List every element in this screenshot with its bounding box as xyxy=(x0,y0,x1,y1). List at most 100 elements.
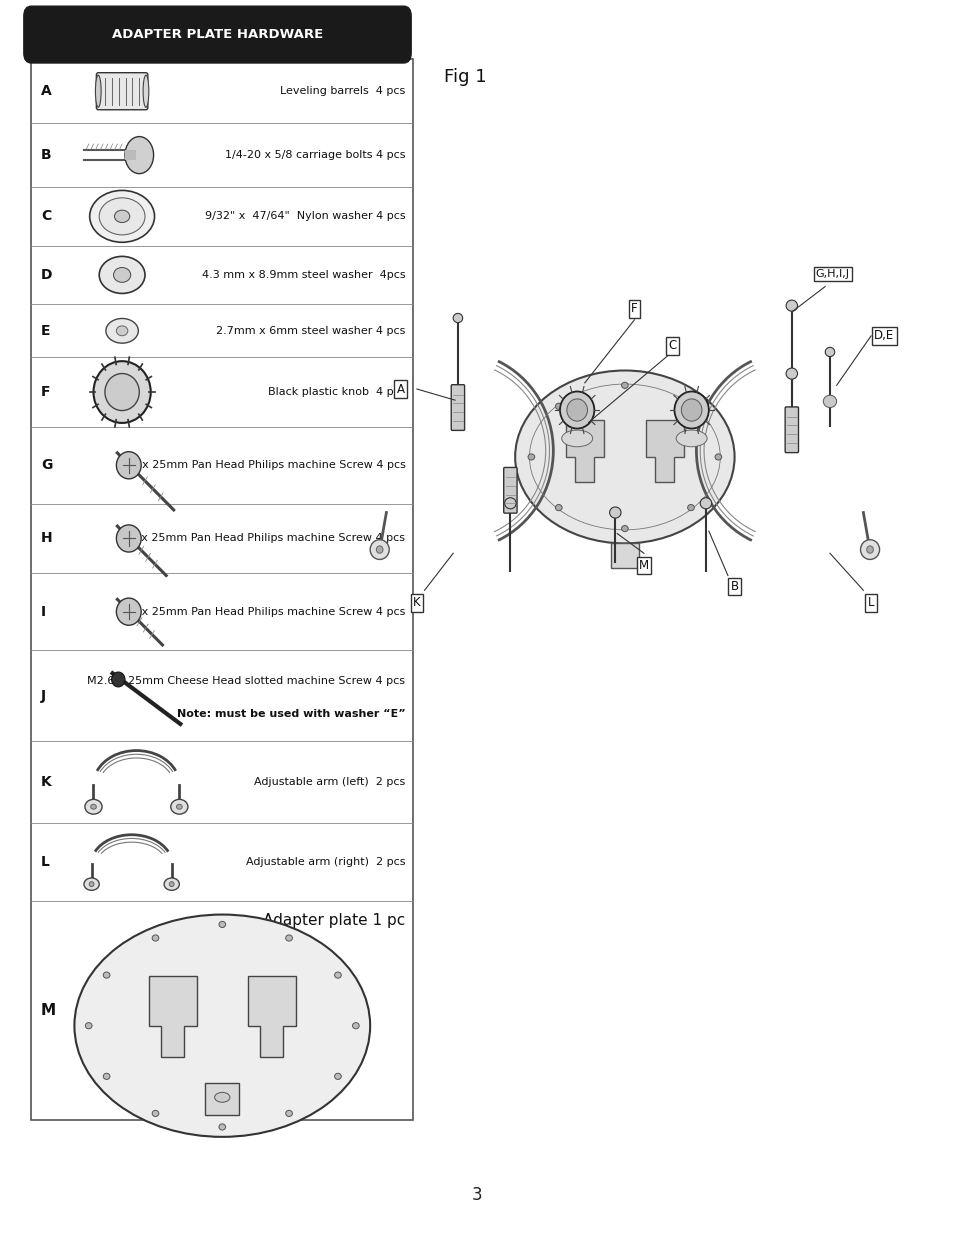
Text: J: J xyxy=(41,689,46,703)
Ellipse shape xyxy=(85,1023,91,1029)
Ellipse shape xyxy=(152,935,158,941)
Text: D,E: D,E xyxy=(873,330,894,342)
Text: K: K xyxy=(413,597,420,609)
Ellipse shape xyxy=(785,368,797,379)
Ellipse shape xyxy=(90,190,154,242)
Ellipse shape xyxy=(112,672,125,687)
Text: Fig 1: Fig 1 xyxy=(443,68,486,86)
Ellipse shape xyxy=(74,915,370,1137)
Ellipse shape xyxy=(116,452,141,479)
Ellipse shape xyxy=(85,799,102,814)
Ellipse shape xyxy=(113,268,131,283)
Ellipse shape xyxy=(687,403,694,409)
Text: I: I xyxy=(41,605,46,619)
Text: C: C xyxy=(668,340,676,352)
Text: 1/4-20 x 5/8 carriage bolts 4 pcs: 1/4-20 x 5/8 carriage bolts 4 pcs xyxy=(225,151,405,161)
Text: M: M xyxy=(639,559,648,572)
Text: G,H,I,J: G,H,I,J xyxy=(815,269,849,279)
FancyBboxPatch shape xyxy=(503,468,517,514)
Ellipse shape xyxy=(527,454,534,461)
Text: F: F xyxy=(631,303,637,315)
Text: A: A xyxy=(41,84,51,99)
Ellipse shape xyxy=(95,75,101,107)
Ellipse shape xyxy=(105,373,139,410)
Text: M6 x 25mm Pan Head Philips machine Screw 4 pcs: M6 x 25mm Pan Head Philips machine Screw… xyxy=(121,461,405,471)
Ellipse shape xyxy=(621,383,628,388)
Text: L: L xyxy=(41,855,50,869)
Ellipse shape xyxy=(515,370,734,543)
Ellipse shape xyxy=(555,403,561,409)
Text: Adjustable arm (left)  2 pcs: Adjustable arm (left) 2 pcs xyxy=(253,777,405,787)
Ellipse shape xyxy=(218,921,225,927)
Ellipse shape xyxy=(91,804,96,809)
Text: Black plastic knob  4 pcs: Black plastic knob 4 pcs xyxy=(268,387,405,396)
Ellipse shape xyxy=(700,498,711,509)
Ellipse shape xyxy=(680,399,701,421)
Ellipse shape xyxy=(84,878,99,890)
Text: F: F xyxy=(41,385,51,399)
Ellipse shape xyxy=(561,430,592,447)
Ellipse shape xyxy=(621,526,628,531)
Text: G: G xyxy=(41,458,52,472)
Ellipse shape xyxy=(687,505,694,511)
Text: M 3 x 25mm Pan Head Philips machine Screw 4 pcs: M 3 x 25mm Pan Head Philips machine Scre… xyxy=(118,606,405,616)
Ellipse shape xyxy=(453,314,462,322)
Ellipse shape xyxy=(566,399,587,421)
Ellipse shape xyxy=(715,454,721,461)
FancyBboxPatch shape xyxy=(24,6,411,63)
Text: Adapter plate 1 pc: Adapter plate 1 pc xyxy=(263,913,405,927)
Ellipse shape xyxy=(555,505,561,511)
FancyBboxPatch shape xyxy=(96,73,148,110)
Ellipse shape xyxy=(218,1124,225,1130)
Text: D: D xyxy=(41,268,52,282)
Ellipse shape xyxy=(375,546,382,553)
FancyBboxPatch shape xyxy=(451,384,464,430)
Ellipse shape xyxy=(143,75,149,107)
Text: 9/32" x  47/64"  Nylon washer 4 pcs: 9/32" x 47/64" Nylon washer 4 pcs xyxy=(205,211,405,221)
Ellipse shape xyxy=(822,395,836,408)
Ellipse shape xyxy=(559,391,594,429)
Text: M2.6 x 25mm Cheese Head slotted machine Screw 4 pcs: M2.6 x 25mm Cheese Head slotted machine … xyxy=(88,676,405,687)
Ellipse shape xyxy=(93,361,151,422)
Ellipse shape xyxy=(504,498,516,509)
Polygon shape xyxy=(645,420,683,482)
Text: B: B xyxy=(730,580,738,593)
Ellipse shape xyxy=(676,430,706,447)
Polygon shape xyxy=(149,977,196,1057)
Text: Adjustable arm (right)  2 pcs: Adjustable arm (right) 2 pcs xyxy=(246,857,405,867)
Text: 2.7mm x 6mm steel washer 4 pcs: 2.7mm x 6mm steel washer 4 pcs xyxy=(215,326,405,336)
Bar xyxy=(125,151,136,161)
Ellipse shape xyxy=(286,1110,293,1116)
Text: C: C xyxy=(41,210,51,224)
Ellipse shape xyxy=(370,540,389,559)
Polygon shape xyxy=(248,977,295,1057)
Ellipse shape xyxy=(176,804,182,809)
Text: ADAPTER PLATE HARDWARE: ADAPTER PLATE HARDWARE xyxy=(112,28,323,41)
Ellipse shape xyxy=(214,1093,230,1103)
Ellipse shape xyxy=(116,525,141,552)
Ellipse shape xyxy=(103,1073,110,1079)
Text: Note: must be used with washer “E”: Note: must be used with washer “E” xyxy=(176,709,405,719)
Ellipse shape xyxy=(125,137,153,174)
Ellipse shape xyxy=(99,198,145,235)
Ellipse shape xyxy=(152,1110,158,1116)
Text: K: K xyxy=(41,776,51,789)
Ellipse shape xyxy=(171,799,188,814)
Ellipse shape xyxy=(609,508,620,519)
Ellipse shape xyxy=(170,882,173,887)
FancyBboxPatch shape xyxy=(784,406,798,452)
Text: 4.3 mm x 8.9mm steel washer  4pcs: 4.3 mm x 8.9mm steel washer 4pcs xyxy=(202,270,405,280)
Ellipse shape xyxy=(99,257,145,294)
Text: L: L xyxy=(867,597,873,609)
Polygon shape xyxy=(565,420,603,482)
Bar xyxy=(205,1083,239,1115)
Ellipse shape xyxy=(106,319,138,343)
Text: B: B xyxy=(41,148,51,162)
Bar xyxy=(31,59,413,1120)
Bar xyxy=(610,543,639,568)
Text: Leveling barrels  4 pcs: Leveling barrels 4 pcs xyxy=(280,86,405,96)
Ellipse shape xyxy=(824,347,834,357)
Ellipse shape xyxy=(116,326,128,336)
Ellipse shape xyxy=(286,935,293,941)
Text: M4 x 25mm Pan Head Philips machine Screw 4 pcs: M4 x 25mm Pan Head Philips machine Screw… xyxy=(121,534,405,543)
